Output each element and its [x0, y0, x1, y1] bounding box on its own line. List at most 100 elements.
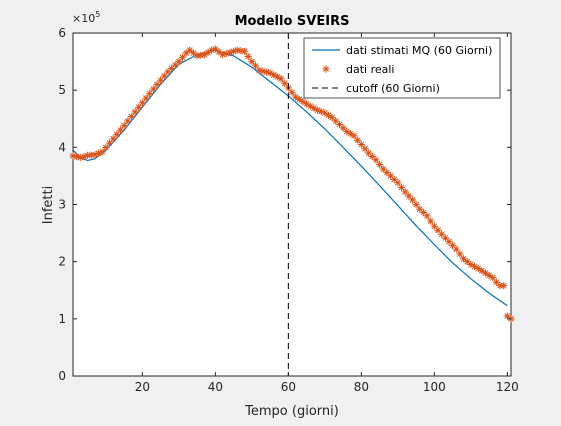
data-point — [423, 212, 431, 220]
data-point — [76, 154, 84, 162]
data-point — [251, 62, 260, 70]
data-point — [474, 264, 482, 273]
legend-data-swatch — [322, 65, 330, 73]
data-point — [492, 278, 500, 286]
y-tick-label: 4 — [58, 140, 66, 154]
legend-label: dati stimati MQ (60 Giorni) — [346, 44, 492, 57]
data-point — [303, 100, 311, 108]
data-point — [255, 66, 263, 74]
data-point — [248, 57, 256, 66]
data-point — [109, 135, 117, 143]
data-point — [335, 120, 344, 129]
data-point — [401, 188, 409, 196]
data-point — [87, 151, 95, 159]
data-point — [208, 46, 216, 54]
data-point — [200, 51, 208, 59]
data-point — [149, 85, 157, 93]
data-point — [222, 49, 230, 58]
data-point — [496, 282, 504, 290]
data-point — [481, 269, 490, 277]
data-point — [339, 124, 347, 132]
data-point — [430, 222, 438, 230]
data-point — [146, 89, 154, 98]
data-point — [73, 153, 81, 161]
data-point — [386, 172, 395, 180]
data-point — [292, 93, 300, 101]
y-tick-label: 2 — [58, 255, 66, 269]
data-point — [226, 48, 234, 57]
x-tick-label: 120 — [496, 380, 519, 394]
x-tick-label: 20 — [135, 380, 150, 394]
data-point — [434, 226, 442, 234]
data-point — [262, 68, 271, 76]
x-axis-label: Tempo (giorni) — [244, 404, 339, 419]
data-point — [197, 51, 205, 59]
data-point — [167, 64, 176, 73]
y-tick-label: 1 — [58, 312, 66, 326]
data-point — [394, 179, 402, 187]
data-point — [153, 80, 161, 89]
data-point — [178, 53, 187, 61]
data-point — [503, 312, 511, 320]
data-point — [113, 130, 121, 138]
data-point — [350, 132, 358, 140]
data-point — [299, 98, 307, 106]
data-point — [438, 230, 446, 238]
data-point — [211, 45, 219, 53]
data-point — [452, 245, 460, 253]
data-point — [157, 76, 165, 84]
data-point — [354, 136, 362, 144]
data-point — [467, 260, 475, 269]
data-point — [186, 46, 194, 54]
data-point — [463, 258, 471, 266]
data-point — [84, 151, 92, 159]
data-point — [416, 205, 424, 213]
y-tick-label: 5 — [58, 83, 66, 97]
data-point — [182, 49, 190, 57]
data-point — [233, 46, 241, 54]
data-point — [317, 108, 325, 116]
data-point — [288, 88, 296, 97]
data-point — [383, 168, 391, 177]
data-point — [449, 241, 457, 249]
y-tick-label: 0 — [58, 369, 66, 383]
data-point — [277, 75, 285, 83]
data-point — [237, 47, 245, 55]
legend: dati stimati MQ (60 Giorni) dati reali cut… — [303, 37, 501, 99]
data-point — [91, 151, 99, 159]
data-point — [376, 160, 384, 169]
data-point — [361, 145, 369, 153]
y-tick-label: 6 — [58, 26, 66, 40]
data-point — [306, 102, 314, 110]
data-point — [313, 106, 322, 114]
data-point — [105, 139, 114, 147]
data-point — [135, 103, 143, 111]
data-point — [357, 140, 365, 149]
data-point — [142, 94, 150, 102]
data-point — [405, 192, 413, 200]
legend-label: cutoff (60 Giorni) — [346, 82, 440, 95]
data-point — [328, 114, 336, 122]
data-point — [204, 48, 212, 57]
data-point — [127, 112, 135, 121]
data-point — [266, 69, 274, 77]
data-point — [193, 52, 201, 60]
y-tick-label: 3 — [58, 198, 66, 212]
data-point — [171, 61, 179, 69]
marks-layer — [69, 33, 515, 376]
data-point — [332, 117, 340, 125]
data-point — [408, 196, 417, 204]
data-point — [131, 108, 139, 116]
data-point — [94, 149, 103, 157]
data-point — [412, 200, 420, 209]
data-point — [80, 152, 88, 161]
y-axis-label: Infetti — [41, 186, 56, 224]
x-tick-label: 100 — [423, 380, 446, 394]
data-point — [419, 208, 427, 217]
data-point — [310, 104, 318, 112]
chart-title: Modello SVEIRS — [235, 14, 350, 29]
data-point — [379, 165, 387, 173]
data-point — [390, 175, 398, 183]
